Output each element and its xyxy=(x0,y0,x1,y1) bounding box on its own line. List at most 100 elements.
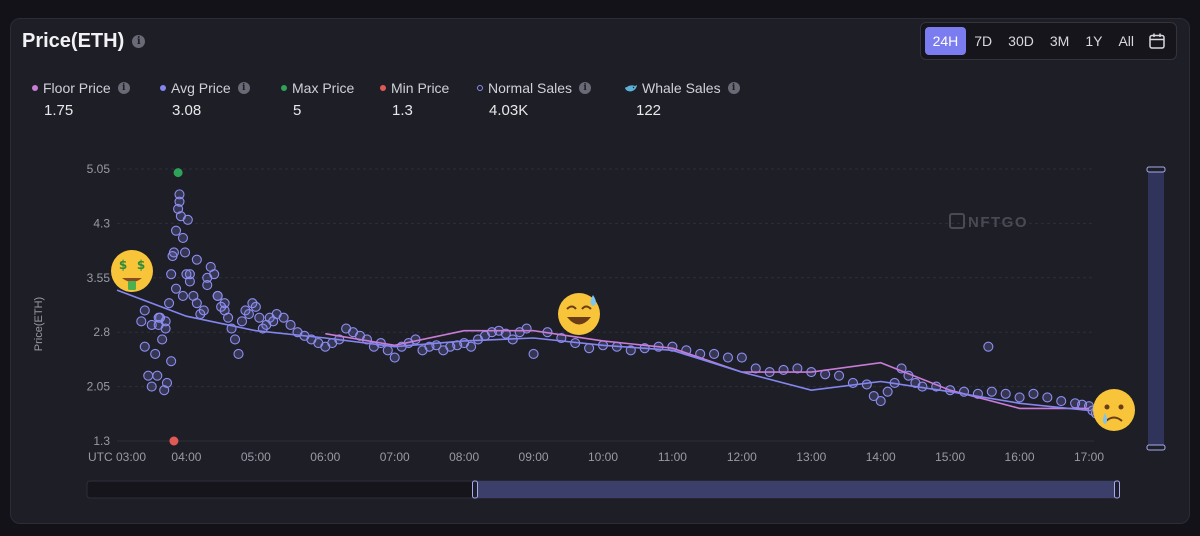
range-7d[interactable]: 7D xyxy=(974,33,993,49)
calendar-icon[interactable] xyxy=(1148,32,1166,50)
chart-title-text: Price(ETH) xyxy=(22,30,125,52)
x-tick-label: 07:00 xyxy=(380,450,410,464)
legend-value: 3.08 xyxy=(172,102,202,119)
sale-point xyxy=(882,386,893,397)
sale-point xyxy=(1056,396,1067,407)
sale-point xyxy=(146,381,157,392)
min-price-point xyxy=(169,436,179,446)
avg-price-line xyxy=(116,289,1090,412)
x-tick-label: 05:00 xyxy=(241,450,271,464)
sale-point xyxy=(168,247,179,258)
legend-value: 1.75 xyxy=(44,102,74,119)
info-icon[interactable]: i xyxy=(132,35,146,48)
sale-point xyxy=(212,290,223,301)
x-tick-label: 06:00 xyxy=(310,450,340,464)
vertical-slider-handle-bottom[interactable] xyxy=(1146,444,1166,451)
range-3m[interactable]: 3M xyxy=(1049,33,1070,49)
slider-selection[interactable] xyxy=(475,481,1117,498)
sale-point xyxy=(792,363,803,374)
info-icon[interactable]: i xyxy=(117,82,130,94)
sale-point xyxy=(152,370,163,381)
range-all[interactable]: All xyxy=(1118,33,1134,49)
legend-label: Normal Sales xyxy=(488,80,573,96)
legend-dot-icon xyxy=(380,85,386,91)
sale-point xyxy=(146,319,157,330)
sale-point xyxy=(229,334,241,345)
legend-label: Avg Price xyxy=(171,80,231,96)
legend-floor-price[interactable]: Floor Price i 1.75 xyxy=(32,80,130,119)
svg-text:$: $ xyxy=(119,258,127,272)
sale-point xyxy=(170,283,182,294)
x-tick-label: 14:00 xyxy=(866,450,896,464)
info-icon[interactable]: i xyxy=(237,82,250,94)
grid-lines xyxy=(117,168,1094,442)
slider-handle-left[interactable] xyxy=(472,480,478,499)
x-tick-label: 04:00 xyxy=(171,450,201,464)
legend-dot-icon xyxy=(32,85,38,91)
sale-point xyxy=(1000,388,1011,399)
legend-value: 122 xyxy=(636,102,662,119)
money-face-emoji-icon: $ $ xyxy=(111,250,153,292)
nftgo-logo-icon xyxy=(949,213,965,229)
legend-normal-sales[interactable]: Normal Sales i 4.03K xyxy=(477,80,592,119)
sale-point xyxy=(528,348,539,360)
legend-label: Min Price xyxy=(391,80,450,96)
chart-title: Price(ETH) i xyxy=(22,30,146,53)
sale-point xyxy=(986,386,997,397)
sale-point xyxy=(143,370,154,381)
sale-point xyxy=(182,214,193,225)
legend-value: 5 xyxy=(293,102,302,119)
sale-point xyxy=(278,312,289,323)
legend-label: Whale Sales xyxy=(642,80,721,96)
sale-point xyxy=(179,247,191,258)
vertical-slider-track[interactable] xyxy=(1148,170,1164,448)
range-1y[interactable]: 1Y xyxy=(1085,33,1103,49)
sale-point xyxy=(466,341,477,352)
range-24h[interactable]: 24H xyxy=(924,27,967,55)
range-30d[interactable]: 30D xyxy=(1008,33,1034,49)
time-range-selector: 24H 7D 30D 3M 1Y All xyxy=(919,22,1177,60)
sale-point xyxy=(164,298,175,309)
legend-dot-icon xyxy=(281,85,287,91)
price-chart-panel xyxy=(10,18,1190,524)
x-tick-label: 10:00 xyxy=(588,450,618,464)
sale-point xyxy=(153,312,164,323)
sale-point xyxy=(174,189,185,200)
extreme-points xyxy=(169,168,183,446)
legend-ring-icon xyxy=(477,85,483,91)
sale-point xyxy=(219,305,230,316)
legend-avg-price[interactable]: Avg Price i 3.08 xyxy=(160,80,250,119)
y-tick-label: 2.8 xyxy=(93,325,110,339)
vertical-slider-handle-top[interactable] xyxy=(1146,166,1166,173)
sale-point xyxy=(250,301,261,312)
time-range-slider xyxy=(86,480,1120,499)
sale-point xyxy=(191,254,202,265)
legend-max-price[interactable]: Max Price 5 xyxy=(281,80,354,119)
x-axis-ticks: UTC 03:00 04:00 05:00 06:00 07:00 08:00 09:00 1… xyxy=(88,450,1104,464)
legend-whale-sales[interactable]: Whale Sales i 122 xyxy=(624,80,740,119)
sale-point xyxy=(875,396,886,407)
sale-point xyxy=(722,352,734,363)
info-icon[interactable]: i xyxy=(727,82,740,94)
sale-point xyxy=(174,196,185,207)
chart-legend: Floor Price i 1.75 Avg Price i 3.08 Max Pr… xyxy=(22,80,762,120)
sale-point xyxy=(709,348,720,360)
legend-label: Floor Price xyxy=(43,80,111,96)
x-tick-label: 11:00 xyxy=(658,450,687,464)
sale-point xyxy=(159,385,170,396)
x-tick-label: 12:00 xyxy=(727,450,757,464)
y-tick-label: 2.05 xyxy=(87,380,111,394)
sale-point xyxy=(750,363,761,374)
price-lines xyxy=(116,289,1090,412)
legend-min-price[interactable]: Min Price 1.3 xyxy=(380,80,449,119)
info-icon[interactable]: i xyxy=(579,82,592,94)
sale-point xyxy=(157,334,168,345)
svg-text:$: $ xyxy=(137,258,145,272)
slider-handle-right[interactable] xyxy=(1114,480,1120,499)
x-tick-label: 09:00 xyxy=(519,450,549,464)
sale-point xyxy=(136,316,147,327)
sale-point xyxy=(868,390,879,402)
normal-sales-points xyxy=(132,189,1101,419)
sale-point xyxy=(834,370,845,381)
sale-point xyxy=(139,341,150,352)
